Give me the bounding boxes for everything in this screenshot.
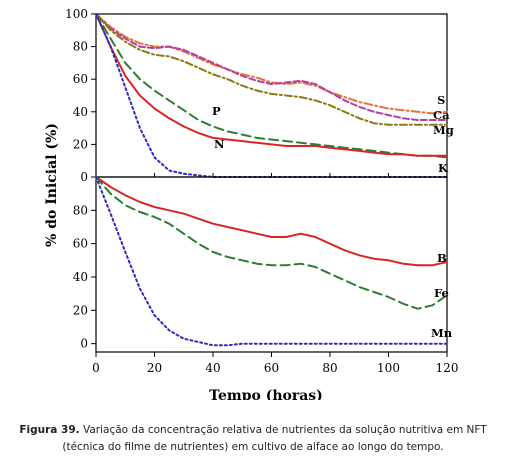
series-label-mg: Mg [433,123,454,137]
bottom-x-tick-label: 40 [205,361,220,375]
bottom-x-tick-label: 100 [377,361,400,375]
series-label-n: N [214,137,225,151]
figure-caption: Figura 39. Variação da concentração rela… [0,422,506,456]
bottom-x-tick-label: 60 [264,361,279,375]
series-label-p: P [212,104,221,118]
figure: 0 20 40 60 80 100 S Ca Mg P N K 0 20 40 60 80 0 20 40 60 80 10… [44,7,459,400]
series-line-mg [95,13,448,126]
series-line-b [95,176,448,267]
caption-line-2: (técnica do filme de nutrientes) em cult… [62,441,444,453]
x-axis-title: Tempo (horas) [209,388,323,400]
bottom-y-tick-label: 40 [73,270,88,284]
bottom-y-tick-label: 0 [80,337,88,351]
series-label-ca: Ca [433,108,450,122]
series-line-ca [95,13,448,121]
series-line-p [95,13,448,159]
top-y-tick-label: 60 [73,72,88,86]
caption-label: Figura 39. [19,424,80,436]
top-y-tick-label: 100 [65,7,88,21]
bottom-x-tick-label: 0 [92,361,100,375]
caption-line-1: Figura 39. Variação da concentração rela… [0,422,506,439]
top-y-tick-label: 80 [73,40,88,54]
bottom-y-tick-label: 20 [73,303,88,317]
bottom-y-tick-label: 60 [73,237,88,251]
bottom-x-tick-label: 120 [436,361,459,375]
series-label-b: B [437,251,447,265]
series-label-fe: Fe [434,286,449,300]
bottom-x-tick-label: 80 [322,361,337,375]
series-label-mn: Mn [431,326,453,340]
series-line-mn [95,176,448,347]
bottom-y-tick-label: 80 [73,203,88,217]
series-label-s: S [437,93,445,107]
top-y-tick-label: 40 [73,105,88,119]
bottom-x-tick-label: 20 [147,361,162,375]
series-line-fe [95,176,448,310]
series-line-s [95,13,448,115]
series-label-k: K [438,161,449,175]
top-y-tick-label: 20 [73,137,88,151]
caption-text-1: Variação da concentração relativa de nut… [82,424,487,436]
y-axis-title: % do Inicial (%) [44,123,60,247]
top-y-tick-label: 0 [80,170,88,184]
series-line-n [95,13,448,157]
